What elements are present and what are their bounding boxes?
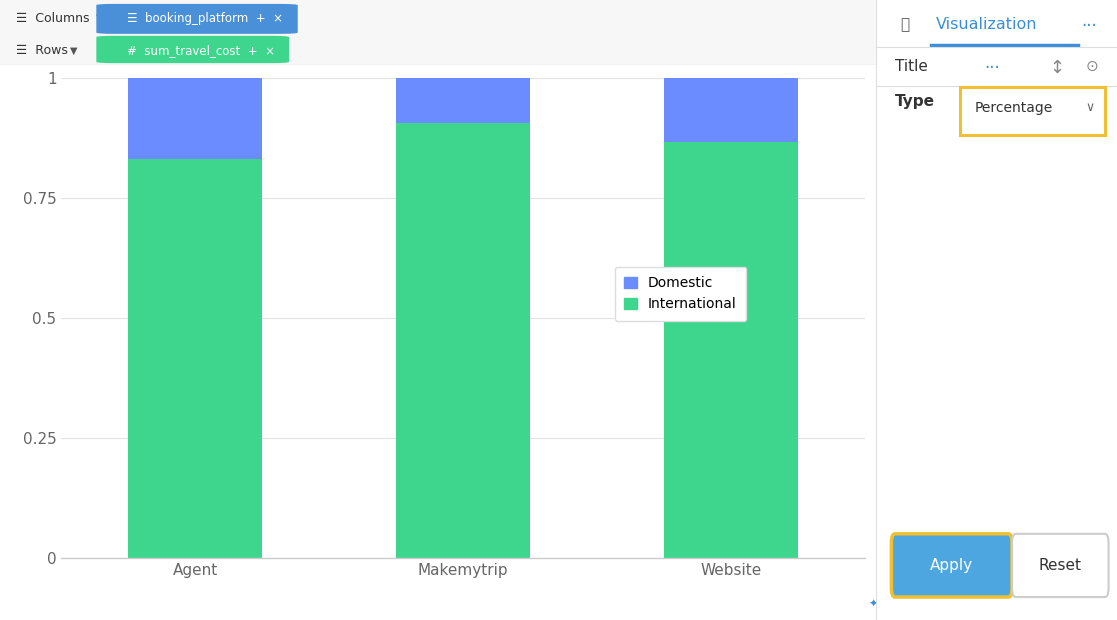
FancyBboxPatch shape [96,36,289,63]
Bar [128,159,262,558]
Bar [663,143,798,558]
FancyBboxPatch shape [1012,534,1108,597]
FancyBboxPatch shape [96,4,298,34]
Bar [397,123,529,558]
Text: ▼: ▼ [70,46,77,56]
Text: ✦ 8: ✦ 8 [869,599,889,609]
FancyBboxPatch shape [891,534,1012,597]
Text: ☰  Rows: ☰ Rows [16,44,68,57]
Bar [663,78,798,143]
Text: Apply: Apply [930,558,973,573]
Text: Type: Type [895,94,935,109]
Text: Percentage: Percentage [975,101,1053,115]
Text: #  sum_travel_cost  +  ×: # sum_travel_cost + × [127,44,275,57]
FancyBboxPatch shape [961,87,1105,135]
Text: 📊: 📊 [900,17,909,32]
Bar [397,78,529,123]
Text: Visualization: Visualization [936,17,1038,32]
Legend: Domestic, International: Domestic, International [614,267,746,321]
Text: ⊙: ⊙ [1086,59,1098,74]
Text: Reset: Reset [1039,558,1081,573]
Text: ∨: ∨ [1086,102,1095,114]
Text: ☰  Columns: ☰ Columns [16,12,89,25]
Text: ☰  booking_platform  +  ×: ☰ booking_platform + × [127,12,283,25]
Text: ▼: ▼ [96,13,104,23]
Text: ···: ··· [984,59,1000,77]
Text: ↕: ↕ [1050,59,1065,77]
Bar [128,78,262,159]
Text: Title: Title [895,59,928,74]
Text: ···: ··· [1081,17,1097,35]
